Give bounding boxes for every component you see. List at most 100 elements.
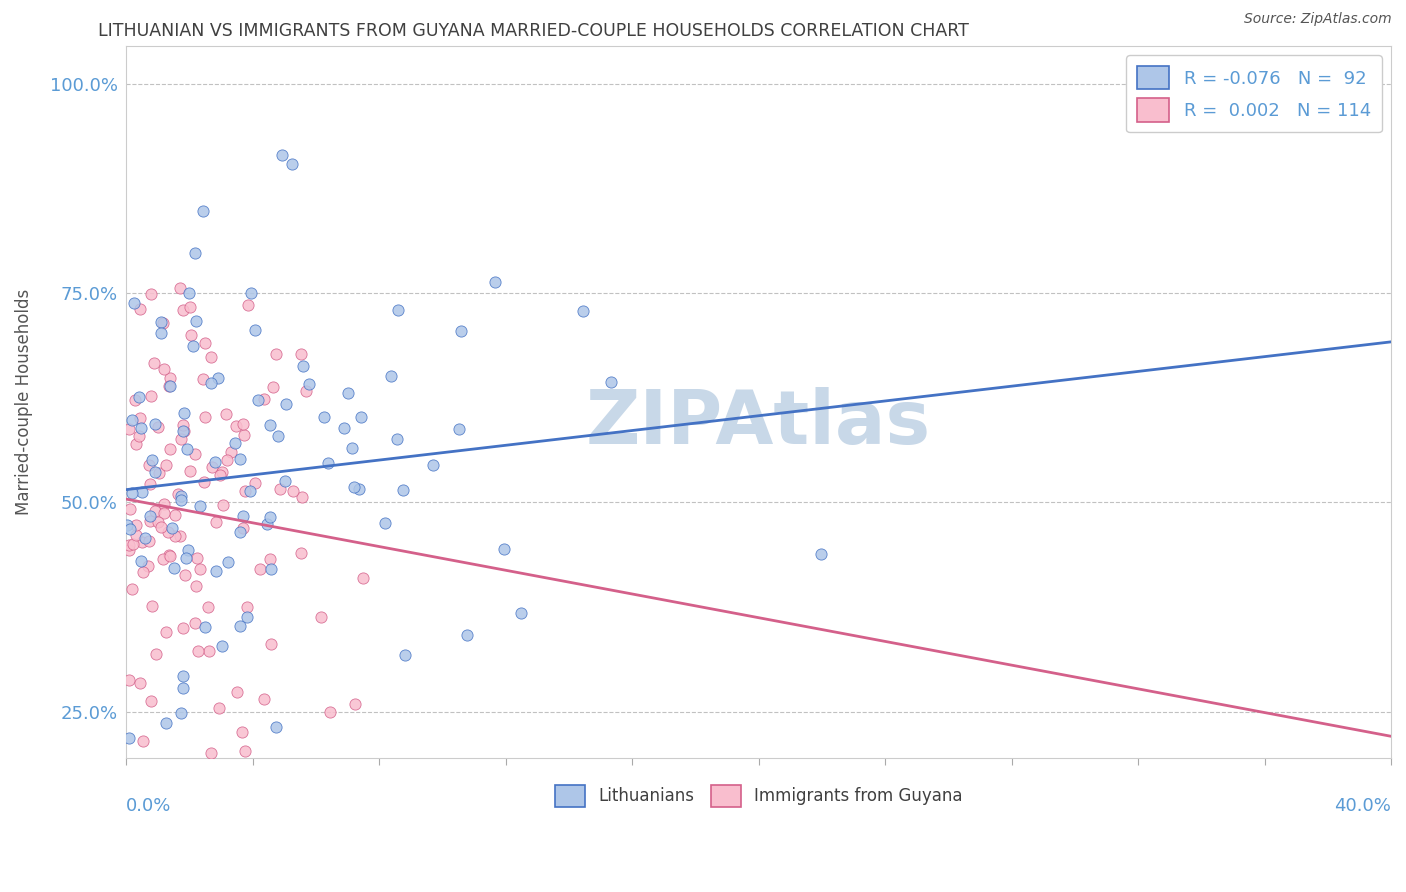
Point <box>309 610 332 624</box>
Point <box>226 685 249 699</box>
Point <box>176 442 198 456</box>
Point <box>181 338 204 352</box>
Point <box>118 731 141 746</box>
Point <box>122 841 145 855</box>
Point <box>184 314 207 328</box>
Point <box>125 437 148 451</box>
Point <box>129 421 152 435</box>
Point <box>281 157 304 171</box>
Text: ZIPAtlas: ZIPAtlas <box>586 387 931 459</box>
Point <box>152 497 174 511</box>
Point <box>295 384 318 398</box>
Point <box>314 409 336 424</box>
Point <box>259 509 281 524</box>
Point <box>422 458 444 472</box>
Point <box>208 701 231 715</box>
Point <box>262 380 284 394</box>
Point <box>170 432 193 446</box>
Point <box>217 452 239 467</box>
Point <box>211 465 233 479</box>
Point <box>121 486 143 500</box>
Point <box>205 515 228 529</box>
Point <box>510 606 533 620</box>
Point <box>197 600 219 615</box>
Point <box>120 522 142 536</box>
Point <box>152 316 174 330</box>
Point <box>281 484 304 499</box>
Point <box>188 500 211 514</box>
Point <box>138 458 160 473</box>
Point <box>143 356 166 370</box>
Point <box>215 407 238 421</box>
Point <box>172 302 194 317</box>
Point <box>246 392 269 407</box>
Point <box>233 743 256 757</box>
Point <box>200 376 222 391</box>
Point <box>262 764 284 778</box>
Point <box>118 673 141 687</box>
Point <box>122 295 145 310</box>
Point <box>172 621 194 635</box>
Point <box>156 525 179 540</box>
Point <box>187 643 209 657</box>
Point <box>155 624 177 639</box>
Point <box>231 725 253 739</box>
Point <box>148 466 170 480</box>
Point <box>136 559 159 574</box>
Point <box>349 482 371 496</box>
Point <box>191 372 214 386</box>
Point <box>316 456 339 470</box>
Point <box>291 490 314 504</box>
Point <box>274 474 297 488</box>
Point <box>201 811 224 825</box>
Point <box>232 521 254 535</box>
Point <box>494 541 516 556</box>
Point <box>447 422 470 436</box>
Point <box>290 546 312 560</box>
Point <box>233 484 256 499</box>
Point <box>124 393 146 408</box>
Point <box>201 460 224 475</box>
Point <box>139 694 162 708</box>
Point <box>142 811 165 825</box>
Point <box>159 371 181 385</box>
Point <box>159 548 181 562</box>
Point <box>172 417 194 432</box>
Point <box>194 410 217 425</box>
Point <box>243 323 266 337</box>
Point <box>118 502 141 516</box>
Point <box>169 529 191 543</box>
Point <box>169 706 191 721</box>
Point <box>232 509 254 524</box>
Point <box>340 442 363 456</box>
Point <box>236 610 259 624</box>
Point <box>193 475 215 490</box>
Point <box>122 537 145 551</box>
Point <box>141 599 163 614</box>
Point <box>131 566 153 580</box>
Point <box>157 379 180 393</box>
Y-axis label: Married-couple Households: Married-couple Households <box>15 289 32 515</box>
Point <box>253 692 276 706</box>
Point <box>298 377 321 392</box>
Point <box>391 483 413 497</box>
Point <box>166 487 188 501</box>
Point <box>183 246 205 260</box>
Point <box>456 628 478 642</box>
Point <box>350 409 373 424</box>
Point <box>170 493 193 508</box>
Point <box>267 429 290 443</box>
Point <box>172 424 194 438</box>
Point <box>115 517 138 532</box>
Point <box>132 733 155 747</box>
Point <box>177 542 200 557</box>
Point <box>118 538 141 552</box>
Point <box>174 551 197 566</box>
Point <box>129 676 152 690</box>
Point <box>191 204 214 219</box>
Point <box>228 452 250 467</box>
Point <box>125 527 148 541</box>
Point <box>571 304 593 318</box>
Text: 40.0%: 40.0% <box>1334 797 1391 814</box>
Point <box>380 369 402 384</box>
